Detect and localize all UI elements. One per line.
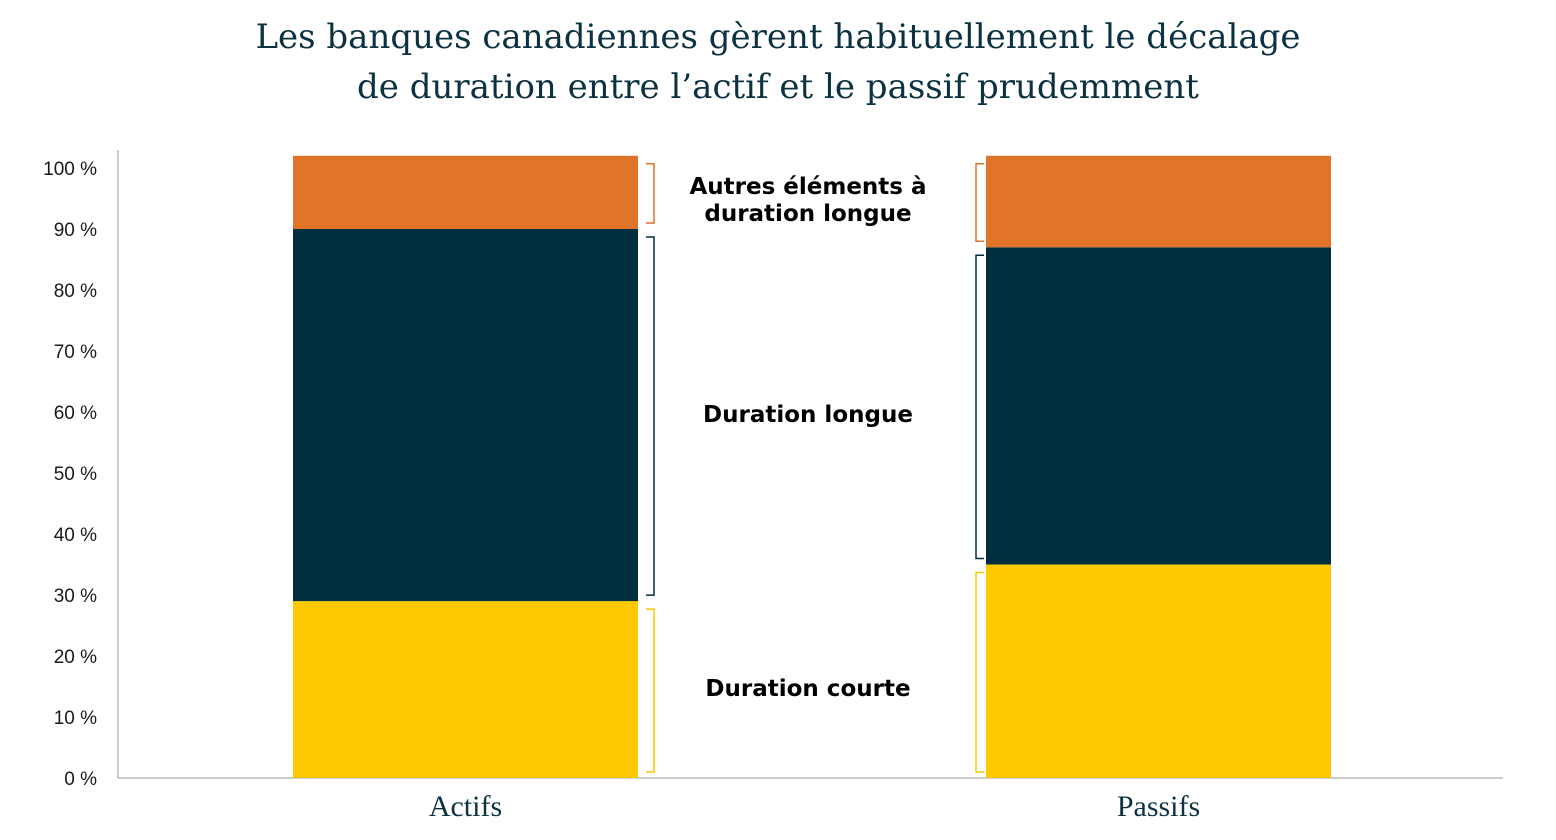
bracket-passifs-autres-elements-a-duration-longue (975, 163, 984, 243)
segment-label-duration-courte: Duration courte (705, 676, 910, 702)
axes: 0 % 10 % 20 % 30 % 40 % 50 % 60 % 70 % 80 % 90 % 1… (43, 150, 1503, 823)
bar-segment-passifs-duration-longue (986, 247, 1331, 565)
y-tick-label-4: 40 % (54, 525, 97, 546)
bar-segment-passifs-autres-elements-a-duration-longue (986, 155, 1331, 248)
bracket-actifs-autres-elements-a-duration-longue (646, 163, 655, 224)
bar-segment-actifs-autres-elements-a-duration-longue (293, 155, 638, 229)
bracket-passifs-duration-longue (975, 254, 984, 560)
brackets (646, 163, 984, 773)
segment-labels: Duration courte Duration longue Autres élé… (689, 174, 926, 702)
bracket-actifs-duration-courte (646, 608, 655, 773)
y-tick-label-1: 10 % (54, 708, 97, 729)
x-category-label-passifs: Passifs (1117, 790, 1200, 823)
bracket-actifs-duration-longue (646, 236, 655, 596)
y-tick-label-10: 100 % (43, 159, 97, 180)
chart-title: Les banques canadiennes gèrent habituell… (0, 12, 1556, 112)
bar-segment-passifs-duration-courte (986, 564, 1331, 778)
chart-title-line-2: de duration entre l’actif et le passif p… (357, 67, 1199, 107)
y-tick-label-9: 90 % (54, 220, 97, 241)
bar-segment-actifs-duration-longue (293, 229, 638, 602)
y-tick-label-8: 80 % (54, 281, 97, 302)
bar-segment-actifs-duration-courte (293, 601, 638, 778)
y-tick-label-2: 20 % (54, 647, 97, 668)
y-tick-label-0: 0 % (64, 769, 97, 790)
bars (293, 155, 1331, 778)
segment-label-autres-elements-a-duration-longue-line-2: duration longue (704, 201, 911, 227)
y-tick-label-3: 30 % (54, 586, 97, 607)
y-tick-label-7: 70 % (54, 342, 97, 363)
segment-label-duration-longue: Duration longue (703, 402, 913, 428)
chart-title-line-1: Les banques canadiennes gèrent habituell… (255, 17, 1301, 57)
segment-label-autres-elements-a-duration-longue-line-1: Autres éléments à (689, 174, 926, 200)
bracket-passifs-duration-courte (975, 571, 984, 773)
x-category-label-actifs: Actifs (429, 790, 502, 823)
y-tick-label-6: 60 % (54, 403, 97, 424)
y-tick-label-5: 50 % (54, 464, 97, 485)
